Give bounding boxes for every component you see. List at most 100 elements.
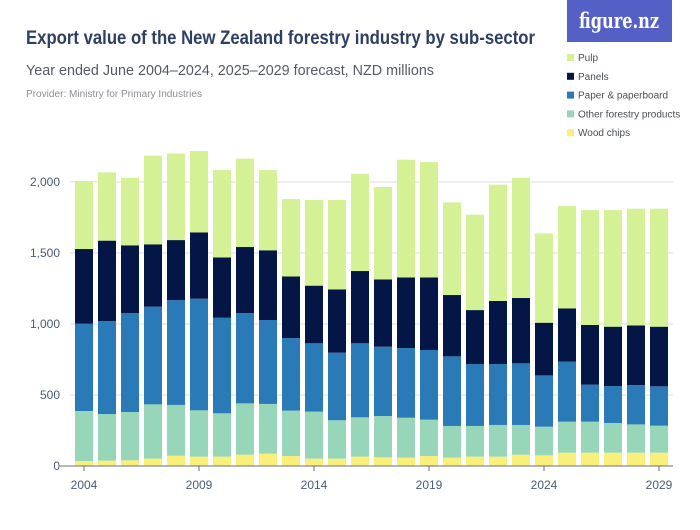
bar-pulp-2005[interactable]	[98, 172, 116, 241]
bar-paper-paperboard-2012[interactable]	[259, 320, 277, 404]
bar-wood-chips-2017[interactable]	[374, 457, 392, 466]
bar-stack-2022[interactable]	[489, 184, 507, 466]
bar-wood-chips-2014[interactable]	[305, 458, 323, 466]
bar-pulp-2026[interactable]	[581, 210, 599, 325]
bar-paper-paperboard-2017[interactable]	[374, 346, 392, 417]
bar-paper-paperboard-2020[interactable]	[443, 356, 461, 426]
bar-pulp-2020[interactable]	[443, 202, 461, 296]
bar-other-forestry-products-2004[interactable]	[75, 411, 93, 462]
bar-pulp-2022[interactable]	[489, 184, 507, 301]
bar-stack-2020[interactable]	[443, 202, 461, 466]
bar-pulp-2028[interactable]	[627, 208, 645, 326]
bar-pulp-2017[interactable]	[374, 187, 392, 280]
bar-wood-chips-2028[interactable]	[627, 452, 645, 466]
bar-paper-paperboard-2025[interactable]	[558, 361, 576, 422]
bar-paper-paperboard-2019[interactable]	[420, 349, 438, 420]
bar-wood-chips-2004[interactable]	[75, 461, 93, 466]
bar-paper-paperboard-2009[interactable]	[190, 298, 208, 411]
bar-wood-chips-2011[interactable]	[236, 454, 254, 466]
bar-stack-2008[interactable]	[167, 153, 185, 466]
bar-pulp-2011[interactable]	[236, 158, 254, 248]
bar-panels-2017[interactable]	[374, 279, 392, 347]
bar-pulp-2021[interactable]	[466, 214, 484, 311]
bar-pulp-2009[interactable]	[190, 151, 208, 233]
bar-wood-chips-2025[interactable]	[558, 452, 576, 466]
bar-stack-2007[interactable]	[144, 155, 162, 466]
bar-other-forestry-products-2026[interactable]	[581, 421, 599, 453]
bar-paper-paperboard-2011[interactable]	[236, 313, 254, 404]
bar-wood-chips-2024[interactable]	[535, 455, 553, 466]
bar-other-forestry-products-2024[interactable]	[535, 426, 553, 456]
bar-wood-chips-2020[interactable]	[443, 457, 461, 466]
bar-stack-2010[interactable]	[213, 170, 231, 466]
bar-paper-paperboard-2016[interactable]	[351, 343, 369, 418]
bar-wood-chips-2016[interactable]	[351, 456, 369, 466]
bar-other-forestry-products-2006[interactable]	[121, 412, 139, 461]
bar-other-forestry-products-2027[interactable]	[604, 422, 622, 453]
bar-paper-paperboard-2028[interactable]	[627, 385, 645, 425]
bar-stack-2005[interactable]	[98, 172, 116, 466]
bar-other-forestry-products-2014[interactable]	[305, 411, 323, 459]
bar-stack-2019[interactable]	[420, 162, 438, 466]
bar-pulp-2010[interactable]	[213, 170, 231, 258]
bar-panels-2010[interactable]	[213, 257, 231, 318]
bar-stack-2023[interactable]	[512, 177, 530, 466]
bar-pulp-2006[interactable]	[121, 177, 139, 246]
bar-paper-paperboard-2027[interactable]	[604, 386, 622, 423]
bar-other-forestry-products-2008[interactable]	[167, 404, 185, 456]
bar-panels-2013[interactable]	[282, 276, 300, 339]
bar-stack-2015[interactable]	[328, 200, 346, 466]
bar-paper-paperboard-2007[interactable]	[144, 306, 162, 405]
bar-panels-2009[interactable]	[190, 232, 208, 299]
bar-other-forestry-products-2011[interactable]	[236, 403, 254, 455]
bar-wood-chips-2022[interactable]	[489, 456, 507, 466]
bar-other-forestry-products-2005[interactable]	[98, 414, 116, 461]
bar-panels-2028[interactable]	[627, 325, 645, 386]
bar-other-forestry-products-2007[interactable]	[144, 404, 162, 459]
bar-other-forestry-products-2018[interactable]	[397, 417, 415, 458]
bar-paper-paperboard-2006[interactable]	[121, 313, 139, 413]
bar-panels-2014[interactable]	[305, 285, 323, 344]
bar-panels-2016[interactable]	[351, 271, 369, 344]
bar-panels-2027[interactable]	[604, 326, 622, 387]
bar-wood-chips-2005[interactable]	[98, 460, 116, 466]
bar-paper-paperboard-2013[interactable]	[282, 338, 300, 411]
bar-wood-chips-2010[interactable]	[213, 456, 231, 466]
bar-panels-2015[interactable]	[328, 289, 346, 353]
bar-pulp-2007[interactable]	[144, 155, 162, 245]
bar-stack-2012[interactable]	[259, 170, 277, 466]
bar-panels-2011[interactable]	[236, 247, 254, 314]
bar-paper-paperboard-2021[interactable]	[466, 364, 484, 426]
bar-panels-2008[interactable]	[167, 240, 185, 301]
bar-panels-2005[interactable]	[98, 240, 116, 322]
bar-panels-2006[interactable]	[121, 245, 139, 314]
bar-stack-2016[interactable]	[351, 173, 369, 466]
bar-other-forestry-products-2012[interactable]	[259, 403, 277, 454]
bar-pulp-2029[interactable]	[650, 208, 668, 327]
bar-stack-2026[interactable]	[581, 210, 599, 466]
bar-panels-2022[interactable]	[489, 300, 507, 365]
bar-other-forestry-products-2019[interactable]	[420, 419, 438, 457]
bar-pulp-2027[interactable]	[604, 210, 622, 327]
bar-panels-2007[interactable]	[144, 244, 162, 307]
bar-wood-chips-2023[interactable]	[512, 454, 530, 466]
bar-panels-2024[interactable]	[535, 322, 553, 376]
bar-pulp-2016[interactable]	[351, 173, 369, 272]
bar-panels-2026[interactable]	[581, 324, 599, 385]
bar-pulp-2023[interactable]	[512, 177, 530, 299]
bar-paper-paperboard-2010[interactable]	[213, 317, 231, 414]
bar-wood-chips-2007[interactable]	[144, 458, 162, 466]
bar-pulp-2024[interactable]	[535, 233, 553, 323]
bar-wood-chips-2026[interactable]	[581, 452, 599, 466]
bar-other-forestry-products-2029[interactable]	[650, 425, 668, 453]
bar-panels-2004[interactable]	[75, 249, 93, 324]
bar-panels-2025[interactable]	[558, 308, 576, 362]
bar-wood-chips-2029[interactable]	[650, 452, 668, 466]
bar-wood-chips-2009[interactable]	[190, 456, 208, 466]
bar-pulp-2008[interactable]	[167, 153, 185, 241]
bar-paper-paperboard-2029[interactable]	[650, 386, 668, 426]
bar-stack-2025[interactable]	[558, 205, 576, 466]
bar-paper-paperboard-2015[interactable]	[328, 352, 346, 421]
bar-stack-2027[interactable]	[604, 210, 622, 466]
bar-panels-2020[interactable]	[443, 295, 461, 357]
